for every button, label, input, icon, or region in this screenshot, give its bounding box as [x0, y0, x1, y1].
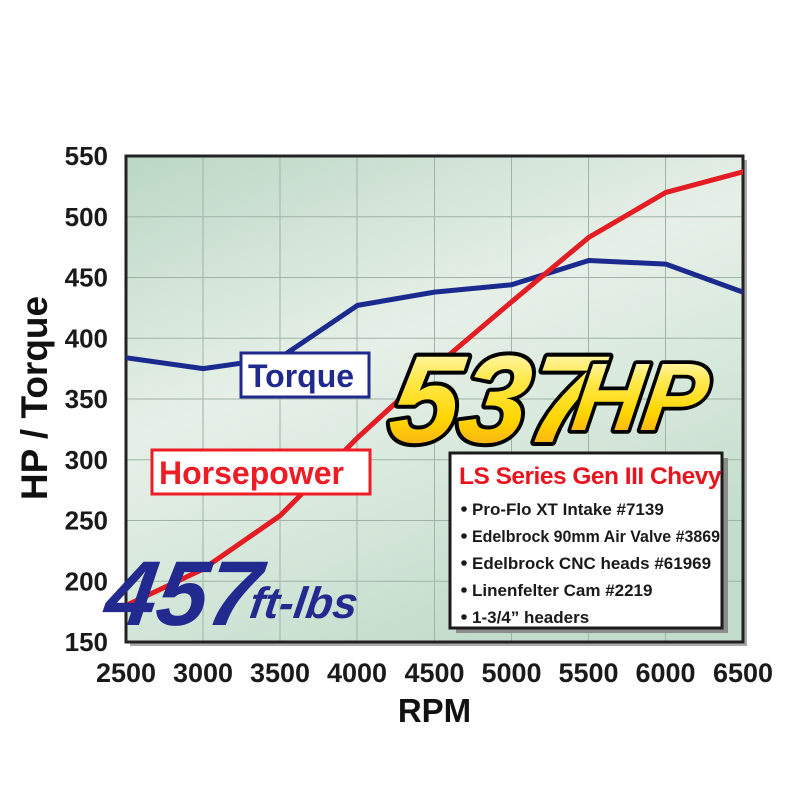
svg-text:Edelbrock CNC heads #61969: Edelbrock CNC heads #61969 — [472, 554, 711, 573]
svg-text:300: 300 — [65, 445, 108, 475]
svg-text:5500: 5500 — [558, 658, 618, 688]
svg-text:5000: 5000 — [481, 658, 541, 688]
svg-text:HP / Torque: HP / Torque — [14, 296, 55, 500]
svg-text:Edelbrock 90mm Air Valve #3869: Edelbrock 90mm Air Valve #3869 — [472, 527, 720, 546]
svg-text:Horsepower: Horsepower — [159, 455, 344, 491]
svg-text:250: 250 — [65, 506, 108, 536]
svg-text:ft-lbs: ft-lbs — [247, 579, 361, 628]
svg-text:Pro-Flo XT Intake #7139: Pro-Flo XT Intake #7139 — [472, 500, 664, 519]
svg-text:1-3/4” headers: 1-3/4” headers — [472, 608, 589, 627]
svg-text:LS Series Gen III Chevy: LS Series Gen III Chevy — [459, 463, 722, 490]
svg-text:Torque: Torque — [248, 358, 354, 394]
svg-text:350: 350 — [65, 384, 108, 414]
svg-text:450: 450 — [65, 263, 108, 293]
svg-text:3000: 3000 — [173, 658, 233, 688]
svg-text:HP: HP — [567, 344, 716, 450]
svg-text:457: 457 — [97, 541, 272, 644]
svg-text:550: 550 — [65, 141, 108, 171]
svg-text:Linenfelter Cam #2219: Linenfelter Cam #2219 — [472, 581, 652, 600]
svg-text:6500: 6500 — [713, 658, 773, 688]
svg-text:2500: 2500 — [96, 658, 156, 688]
svg-text:3500: 3500 — [250, 658, 310, 688]
svg-text:4500: 4500 — [404, 658, 464, 688]
svg-text:4000: 4000 — [327, 658, 387, 688]
svg-text:RPM: RPM — [398, 692, 471, 729]
svg-text:200: 200 — [65, 566, 108, 596]
svg-text:500: 500 — [65, 202, 108, 232]
svg-text:6000: 6000 — [635, 658, 695, 688]
svg-text:400: 400 — [65, 323, 108, 353]
